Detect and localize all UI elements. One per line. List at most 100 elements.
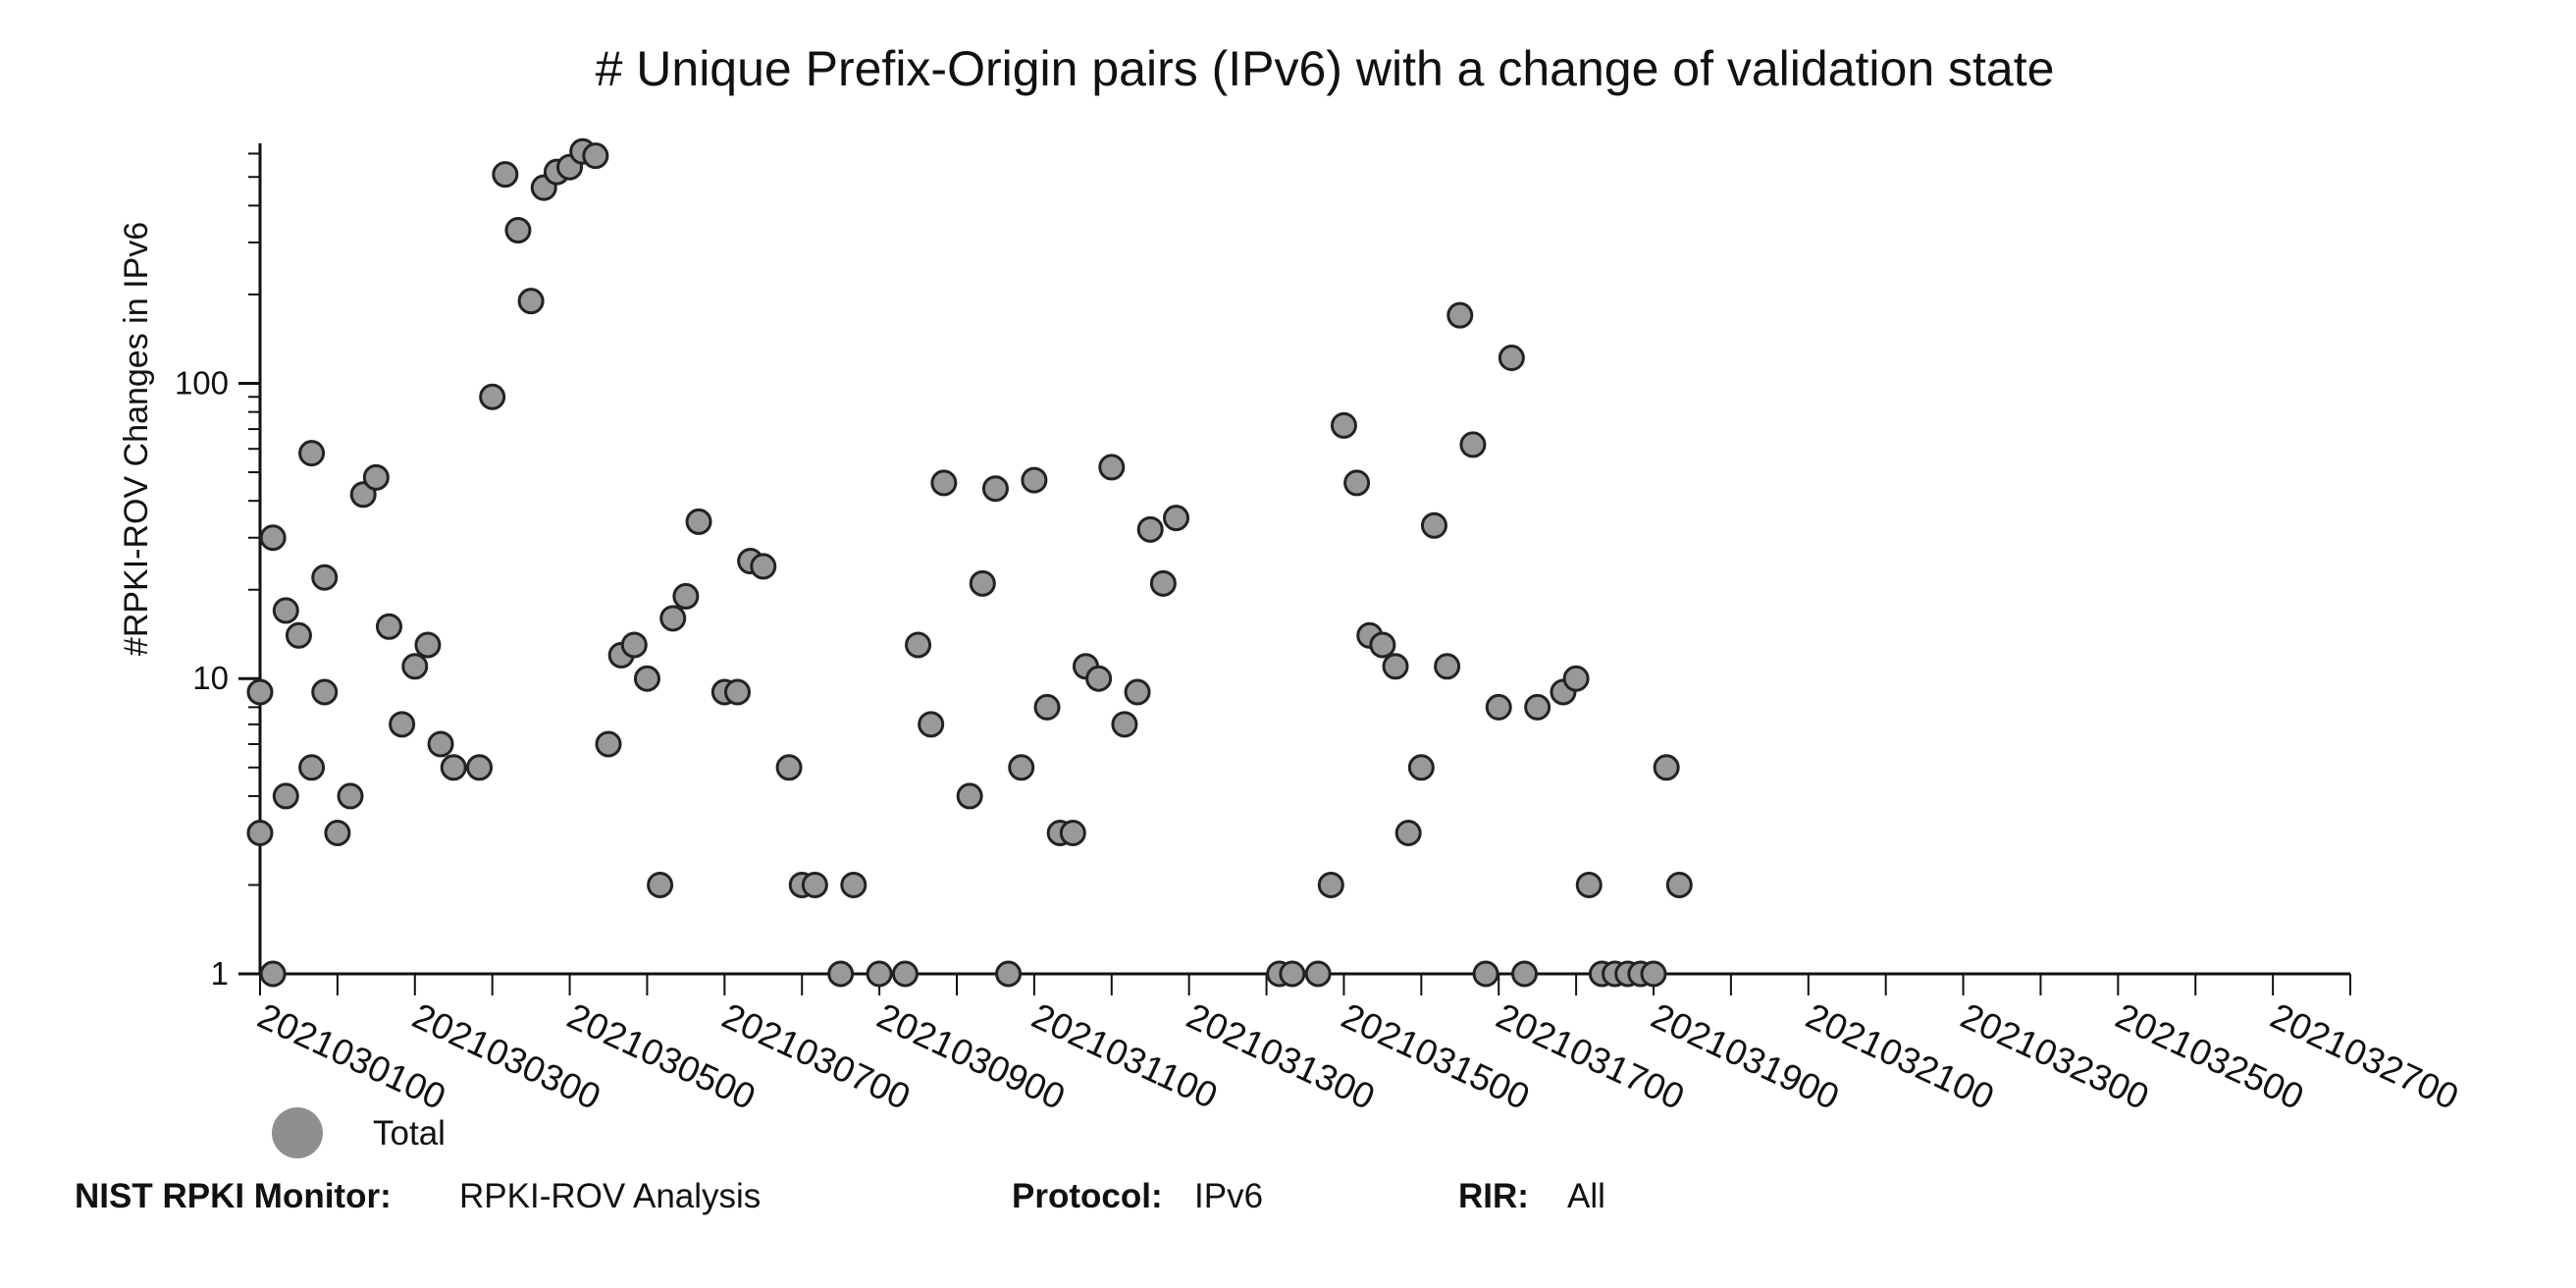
legend-marker	[272, 1107, 323, 1158]
data-point	[362, 463, 390, 491]
data-point	[298, 440, 326, 467]
data-point	[1434, 653, 1461, 680]
data-point	[324, 820, 351, 847]
legend: Total	[272, 1107, 446, 1158]
data-point	[517, 288, 545, 315]
x-axis: 2021030100202103030020210305002021030700…	[251, 972, 2464, 1117]
data-point	[1343, 469, 1371, 497]
data-point	[1640, 960, 1667, 988]
data-point	[259, 960, 287, 988]
data-point	[1111, 711, 1138, 738]
data-point	[337, 782, 364, 810]
data-point	[1059, 820, 1086, 847]
data-point	[466, 754, 494, 781]
data-point	[272, 597, 299, 624]
data-point	[918, 711, 945, 738]
data-point	[647, 871, 674, 898]
data-point	[1524, 693, 1551, 721]
data-point	[840, 871, 867, 898]
data-point	[1033, 693, 1061, 721]
data-point	[995, 960, 1023, 988]
y-tick-label: 1	[211, 955, 229, 992]
data-point	[1511, 960, 1539, 988]
data-point	[672, 582, 700, 610]
data-point	[1021, 466, 1048, 494]
data-point	[427, 730, 454, 758]
data-point	[311, 678, 339, 706]
legend-label: Total	[373, 1114, 446, 1153]
data-point	[633, 665, 660, 692]
data-point	[1149, 569, 1177, 597]
data-point	[1124, 678, 1151, 706]
data-point	[801, 871, 828, 898]
data-point	[375, 613, 402, 640]
data-point	[1330, 411, 1357, 439]
data-point	[1459, 431, 1487, 458]
data-point	[272, 782, 299, 810]
data-point	[246, 678, 274, 706]
data-point	[1279, 960, 1306, 988]
data-point	[1382, 653, 1409, 680]
data-point	[1098, 454, 1126, 481]
chart-title: # Unique Prefix-Origin pairs (IPv6) with…	[596, 41, 2055, 96]
data-point	[401, 653, 429, 680]
rir-value: All	[1567, 1177, 1605, 1215]
data-point	[723, 678, 751, 706]
data-point	[504, 217, 532, 244]
data-point	[492, 161, 519, 188]
data-point	[259, 524, 287, 552]
protocol-value: IPv6	[1194, 1177, 1263, 1215]
data-point	[956, 782, 983, 810]
data-point	[246, 820, 274, 847]
data-point	[389, 711, 416, 738]
footer: NIST RPKI Monitor: RPKI-ROV Analysis Pro…	[75, 1177, 1605, 1215]
data-point	[620, 631, 648, 659]
data-point	[1407, 754, 1435, 781]
data-point	[1562, 665, 1590, 692]
data-point	[1369, 631, 1396, 659]
data-point	[1008, 754, 1035, 781]
data-points	[246, 137, 1693, 988]
data-point	[1136, 515, 1164, 543]
data-point	[414, 631, 442, 659]
data-point	[1085, 665, 1113, 692]
y-axis: 1 10 100	[175, 143, 262, 992]
data-point	[582, 142, 609, 170]
data-point	[930, 469, 958, 497]
data-point	[775, 754, 803, 781]
y-axis-label: #RPKI-ROV Changes in IPv6	[118, 222, 155, 656]
data-point	[285, 621, 312, 649]
data-point	[1653, 754, 1680, 781]
protocol-label: Protocol:	[1012, 1177, 1163, 1215]
data-point	[1163, 505, 1190, 532]
data-point	[905, 631, 932, 659]
data-point	[1485, 693, 1512, 721]
data-point	[1420, 511, 1447, 539]
data-point	[1446, 301, 1474, 329]
data-point	[440, 754, 467, 781]
data-point	[1472, 960, 1499, 988]
data-point	[298, 754, 326, 781]
data-point	[1498, 345, 1525, 372]
data-point	[981, 475, 1009, 503]
data-point	[750, 553, 777, 580]
data-point	[1575, 871, 1603, 898]
data-point	[479, 383, 506, 410]
data-point	[1665, 871, 1693, 898]
data-point	[891, 960, 919, 988]
data-point	[1304, 960, 1332, 988]
data-point	[311, 564, 339, 591]
data-point	[1317, 871, 1344, 898]
data-point	[659, 605, 687, 632]
monitor-label: NIST RPKI Monitor:	[75, 1177, 392, 1215]
data-point	[969, 569, 996, 597]
monitor-value: RPKI-ROV Analysis	[459, 1177, 761, 1215]
y-tick-label: 10	[192, 660, 229, 696]
data-point	[1394, 820, 1422, 847]
data-point	[827, 960, 855, 988]
rir-label: RIR:	[1458, 1177, 1529, 1215]
data-point	[866, 960, 893, 988]
y-tick-label: 100	[175, 364, 229, 401]
